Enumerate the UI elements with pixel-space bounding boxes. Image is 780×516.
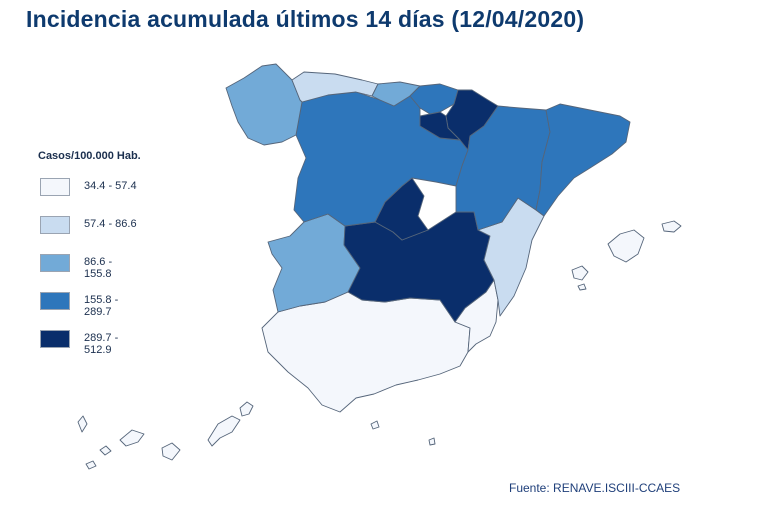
region-cataluna[interactable]	[535, 103, 631, 217]
legend-label: 57.4 - 86.6	[84, 218, 137, 230]
region-tenerife[interactable]	[119, 429, 145, 447]
legend-label: 155.8 - 289.7	[84, 294, 119, 318]
legend-title: Casos/100.000 Hab.	[38, 150, 141, 162]
region-castilla-y-leon[interactable]	[293, 91, 469, 227]
legend-swatch	[40, 216, 70, 234]
region-cantabria[interactable]	[371, 81, 421, 107]
region-la-rioja[interactable]	[419, 111, 461, 141]
region-galicia[interactable]	[225, 63, 303, 146]
region-ibiza[interactable]	[571, 265, 589, 281]
region-lanzarote[interactable]	[239, 401, 254, 417]
legend: Casos/100.000 Hab. 34.4 - 57.4 57.4 - 86…	[38, 150, 141, 368]
legend-label: 34.4 - 57.4	[84, 180, 137, 192]
region-gran-canaria[interactable]	[161, 442, 181, 461]
legend-item: 155.8 - 289.7	[38, 292, 141, 330]
region-mallorca[interactable]	[607, 229, 645, 263]
legend-label: 86.6 - 155.8	[84, 256, 113, 280]
source-note: Fuente: RENAVE.ISCIII-CCAES	[509, 481, 681, 495]
region-el-hierro[interactable]	[85, 460, 97, 470]
legend-item: 86.6 - 155.8	[38, 254, 141, 292]
region-andalucia[interactable]	[261, 291, 471, 413]
legend-swatch	[40, 330, 70, 348]
legend-swatch	[40, 292, 70, 310]
region-ceuta[interactable]	[370, 420, 380, 430]
legend-swatch	[40, 254, 70, 272]
region-fuerteventura[interactable]	[207, 415, 241, 447]
legend-swatch	[40, 178, 70, 196]
legend-item: 289.7 - 512.9	[38, 330, 141, 368]
map-title: Incidencia acumulada últimos 14 días (12…	[26, 6, 585, 32]
legend-label: 289.7 - 512.9	[84, 332, 119, 356]
region-la-gomera[interactable]	[99, 445, 112, 456]
region-formentera[interactable]	[577, 283, 587, 291]
legend-item: 57.4 - 86.6	[38, 216, 141, 254]
region-la-palma[interactable]	[77, 415, 88, 433]
region-melilla[interactable]	[428, 437, 436, 446]
legend-item: 34.4 - 57.4	[38, 178, 141, 216]
region-menorca[interactable]	[661, 220, 682, 233]
